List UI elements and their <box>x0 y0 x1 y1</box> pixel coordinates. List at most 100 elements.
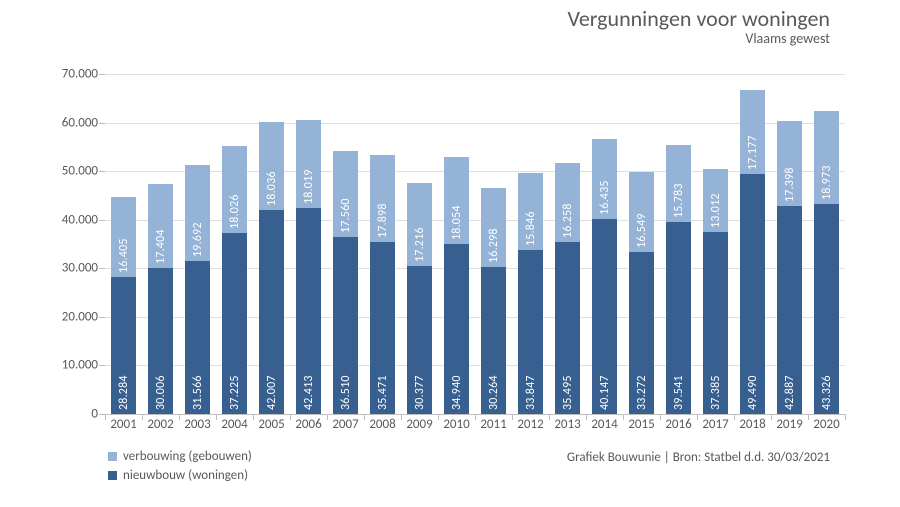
bar-value-label: 28.284 <box>117 375 131 410</box>
bar: 33.847 15.846 <box>518 173 542 414</box>
bar-segment-nieuwbouw: 40.147 <box>592 219 616 414</box>
x-tick-label: 2015 <box>623 417 660 432</box>
bar-slot: 35.49516.258 <box>549 74 586 414</box>
bar-slot: 31.566 19.692 <box>179 74 216 414</box>
bar-value-label: 16.549 <box>635 214 649 249</box>
bar-segment-verbouwing: 17.216 <box>407 183 431 267</box>
bar-value-label: 30.264 <box>487 375 501 410</box>
bar-segment-verbouwing: 18.036 <box>259 122 283 210</box>
x-tick-label: 2014 <box>586 417 623 432</box>
bar: 30.00617.404 <box>148 184 172 414</box>
bar-segment-verbouwing: 16.435 <box>592 139 616 219</box>
bar-segment-nieuwbouw: 39.541 <box>666 222 690 414</box>
bar-value-label: 37.225 <box>228 375 242 410</box>
bar-value-label: 43.326 <box>820 375 834 410</box>
bar-slot: 42.007 18.036 <box>253 74 290 414</box>
bar-slot: 36.51017.560 <box>327 74 364 414</box>
bar: 36.51017.560 <box>333 151 357 414</box>
legend-swatch <box>108 452 117 461</box>
bar: 42.007 18.036 <box>259 122 283 414</box>
legend-label: verbouwing (gebouwen) <box>123 449 252 464</box>
x-tick-label: 2017 <box>697 417 734 432</box>
x-tick-label: 2012 <box>512 417 549 432</box>
bar-segment-nieuwbouw: 30.377 <box>407 266 431 414</box>
bar-segment-verbouwing: 16.405 <box>111 197 135 277</box>
x-tickmark <box>845 414 846 420</box>
bar-value-label: 17.404 <box>154 230 168 265</box>
bar-segment-verbouwing: 16.549 <box>629 172 653 252</box>
bar-segment-verbouwing: 17.560 <box>333 151 357 236</box>
x-tick-label: 2008 <box>364 417 401 432</box>
bar-value-label: 42.007 <box>265 375 279 410</box>
bar-segment-nieuwbouw: 31.566 <box>185 261 209 414</box>
bar: 28.284 16.405 <box>111 197 135 414</box>
bar-segment-verbouwing: 18.026 <box>222 146 246 234</box>
bar-value-label: 18.054 <box>450 206 464 241</box>
bar-slot: 34.940 18.054 <box>438 74 475 414</box>
bar-segment-verbouwing: 16.258 <box>555 163 579 242</box>
x-tick-label: 2004 <box>216 417 253 432</box>
bar-segment-nieuwbouw: 42.887 <box>777 206 801 414</box>
bar-value-label: 33.272 <box>635 375 649 410</box>
bar-segment-verbouwing: 17.404 <box>148 184 172 269</box>
bar-segment-nieuwbouw: 33.272 <box>629 252 653 414</box>
legend-label: nieuwbouw (woningen) <box>123 468 248 483</box>
x-tick-label: 2020 <box>808 417 845 432</box>
bar-slot: 49.490 17.177 <box>734 74 771 414</box>
bar-segment-verbouwing: 15.783 <box>666 145 690 222</box>
bar: 42.41318.019 <box>296 120 320 414</box>
bar-slot: 39.54115.783 <box>660 74 697 414</box>
source-line: Grafiek Bouwunie | Bron: Statbel d.d. 30… <box>567 450 830 465</box>
bar-value-label: 33.847 <box>524 375 538 410</box>
x-tick-label: 2018 <box>734 417 771 432</box>
bar-value-label: 31.566 <box>191 375 205 410</box>
chart-container: Vergunningen voor woningen Vlaams gewest… <box>0 0 900 507</box>
bars-layer: 28.284 16.405 30.00617.404 31.566 19.692 37.2… <box>105 74 845 414</box>
x-tick-label: 2013 <box>549 417 586 432</box>
x-tick-label: 2003 <box>179 417 216 432</box>
x-tick-label: 2009 <box>401 417 438 432</box>
bar-segment-nieuwbouw: 28.284 <box>111 277 135 414</box>
bar-segment-verbouwing: 15.846 <box>518 173 542 250</box>
bar: 37.225 18.026 <box>222 146 246 414</box>
bar: 35.471 17.898 <box>370 155 394 414</box>
x-tick-label: 2007 <box>327 417 364 432</box>
title-block: Vergunningen voor woningen Vlaams gewest <box>567 5 830 47</box>
bar-segment-verbouwing: 17.898 <box>370 155 394 242</box>
y-tick-label: 50.000 <box>8 164 98 179</box>
bar-slot: 43.326 18.973 <box>808 74 845 414</box>
bar: 30.37717.216 <box>407 183 431 414</box>
bar-value-label: 13.012 <box>709 194 723 229</box>
bar: 30.26416.298 <box>481 188 505 414</box>
x-axis: 2001200220032004200520062007200820092010… <box>105 417 845 432</box>
bar-value-label: 34.940 <box>450 375 464 410</box>
bar-slot: 30.37717.216 <box>401 74 438 414</box>
bar: 49.490 17.177 <box>740 90 764 414</box>
bar: 35.49516.258 <box>555 163 579 414</box>
bar: 39.54115.783 <box>666 145 690 414</box>
x-tick-label: 2006 <box>290 417 327 432</box>
bar-segment-verbouwing: 17.398 <box>777 121 801 206</box>
bar-segment-verbouwing: 18.054 <box>444 157 468 245</box>
bar-segment-nieuwbouw: 35.471 <box>370 242 394 414</box>
chart-title: Vergunningen voor woningen <box>567 5 830 32</box>
bar-value-label: 49.490 <box>746 375 760 410</box>
bar-segment-nieuwbouw: 49.490 <box>740 174 764 414</box>
plot-area: 28.284 16.405 30.00617.404 31.566 19.692 37.2… <box>105 74 845 415</box>
bar-segment-verbouwing: 19.692 <box>185 165 209 261</box>
bar-value-label: 18.036 <box>265 171 279 206</box>
bar-value-label: 37.385 <box>709 375 723 410</box>
bar-slot: 40.14716.435 <box>586 74 623 414</box>
bar: 33.272 16.549 <box>629 172 653 414</box>
x-tick-label: 2016 <box>660 417 697 432</box>
bar-value-label: 18.973 <box>820 165 834 200</box>
bar-segment-verbouwing: 17.177 <box>740 90 764 173</box>
x-tick-label: 2019 <box>771 417 808 432</box>
y-tick-label: 0 <box>8 407 98 422</box>
bar-slot: 33.847 15.846 <box>512 74 549 414</box>
bar-segment-nieuwbouw: 35.495 <box>555 242 579 414</box>
bar-segment-verbouwing: 18.019 <box>296 120 320 208</box>
x-tick-label: 2005 <box>253 417 290 432</box>
bar-segment-verbouwing: 18.973 <box>814 111 838 203</box>
bar-value-label: 17.898 <box>376 203 390 238</box>
